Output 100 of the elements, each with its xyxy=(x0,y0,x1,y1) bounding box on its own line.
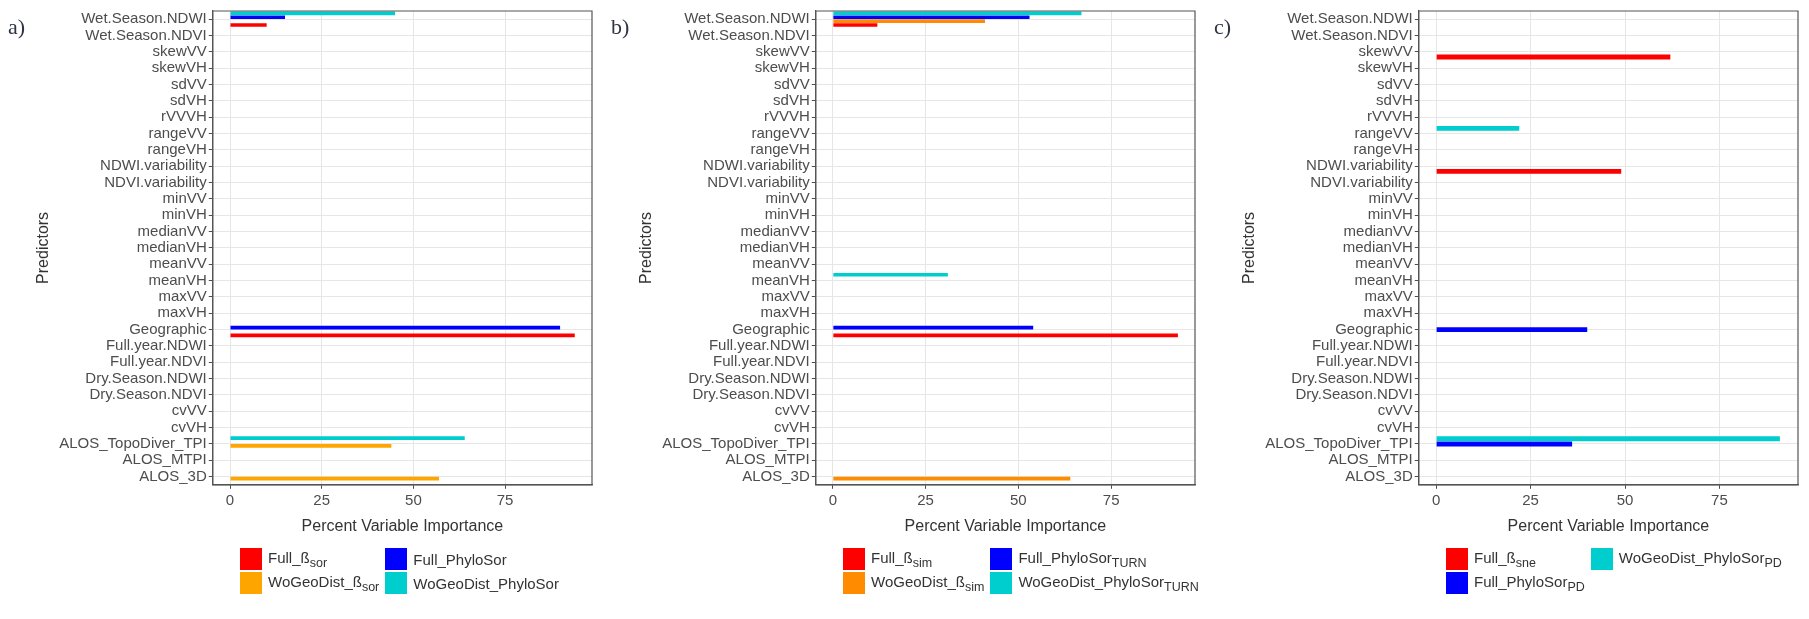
x-tick-label: 75 xyxy=(496,490,514,508)
y-tick-label: meanVV xyxy=(149,254,207,272)
bar xyxy=(833,23,878,27)
y-tick-label: cvVV xyxy=(1377,401,1413,419)
y-tick-label: ALOS_TopoDiver_TPI xyxy=(662,434,810,452)
y-tick-label: meanVV xyxy=(1355,254,1413,272)
y-tick-label: cvVH xyxy=(773,417,810,435)
y-tick-label: ALOS_MTPI xyxy=(725,450,810,468)
y-tick-label: Full.year.NDWI xyxy=(708,336,810,354)
y-tick-label: ALOS_MTPI xyxy=(1328,450,1413,468)
y-tick-label: minVH xyxy=(161,205,207,223)
y-tick-label: NDWI.variability xyxy=(100,156,208,174)
x-tick-label: 75 xyxy=(1102,490,1120,508)
bar xyxy=(1436,125,1520,131)
x-tick-label: 75 xyxy=(1711,490,1728,508)
y-tick-label: medianVV xyxy=(137,221,207,239)
y-tick-label: skewVV xyxy=(1358,41,1413,59)
y-tick-label: rangeVH xyxy=(1353,140,1413,158)
legend-label: WoGeoDist_PhyloSor$_{PD}$ xyxy=(1618,548,1782,570)
y-tick-label: Dry.Season.NDVI xyxy=(89,385,207,403)
y-tick-label: minVH xyxy=(764,205,810,223)
y-tick-label: medianVV xyxy=(740,221,810,239)
y-tick-label: medianVH xyxy=(739,238,810,256)
y-tick-label: NDWI.variability xyxy=(703,156,811,174)
y-tick-label: Wet.Season.NDWI xyxy=(1287,9,1413,27)
bar xyxy=(1436,436,1780,442)
legend-label: WoGeoDist_ß$_{sim}$ xyxy=(871,572,985,594)
y-tick-label: Wet.Season.NDWI xyxy=(81,9,207,27)
y-tick-label: cvVH xyxy=(170,417,207,435)
text: a) xyxy=(8,14,26,40)
y-tick-label: minVH xyxy=(1367,205,1413,223)
y-tick-label: skewVV xyxy=(152,41,207,59)
y-tick-label: meanVH xyxy=(751,270,810,288)
text: b) xyxy=(611,14,630,40)
y-tick-label: Full.year.NDVI xyxy=(1316,352,1413,370)
y-tick-label: NDVI.variability xyxy=(1310,172,1414,190)
y-tick-label: Dry.Season.NDVI xyxy=(692,385,810,403)
legend-label: WoGeoDist_ß$_{sor}$ xyxy=(268,572,380,594)
x-tick-label: 50 xyxy=(1010,490,1027,508)
legend-label: Full_PhyloSor$_{TURN}$ xyxy=(1018,548,1147,570)
y-tick-label: rVVVH xyxy=(763,107,810,125)
y-tick-label: Full.year.NDVI xyxy=(713,352,810,370)
bar xyxy=(230,436,465,440)
y-tick-label: medianVH xyxy=(136,238,207,256)
y-tick-label: maxVV xyxy=(1364,287,1413,305)
y-tick-label: rangeVV xyxy=(148,123,207,141)
x-tick-label: 0 xyxy=(828,490,838,508)
bar xyxy=(230,444,392,448)
bar xyxy=(833,272,948,277)
y-tick-label: maxVH xyxy=(760,303,810,321)
x-tick-label: 50 xyxy=(405,490,422,508)
x-axis-title: Percent Variable Importance xyxy=(301,516,504,534)
y-tick-label: rangeVV xyxy=(751,123,810,141)
y-tick-label: skewVH xyxy=(754,58,810,76)
legend-label: Full_ß$_{sim}$ xyxy=(871,548,933,570)
bar xyxy=(833,19,985,23)
y-tick-label: Full.year.NDWI xyxy=(105,336,207,354)
legend-label: Full_PhyloSor$_{PD}$ xyxy=(1474,572,1585,594)
y-tick-label: minVV xyxy=(765,189,810,207)
x-tick-label: 25 xyxy=(1522,490,1539,508)
y-tick-label: Full.year.NDVI xyxy=(110,352,207,370)
y-tick-label: Dry.Season.NDVI xyxy=(1295,385,1413,403)
bar xyxy=(230,23,267,27)
y-tick-label: sdVV xyxy=(1376,74,1413,92)
y-axis-title: Predictors xyxy=(34,211,52,284)
bar xyxy=(833,15,1030,20)
y-tick-label: NDVI.variability xyxy=(707,172,811,190)
y-tick-label: meanVH xyxy=(148,270,207,288)
bar xyxy=(230,15,286,20)
y-tick-label: Wet.Season.NDVI xyxy=(85,25,207,43)
y-tick-label: Wet.Season.NDVI xyxy=(688,25,810,43)
y-tick-label: Wet.Season.NDWI xyxy=(684,9,810,27)
y-tick-label: sdVV xyxy=(170,74,207,92)
x-tick-label: 50 xyxy=(1616,490,1634,508)
y-tick-label: Geographic xyxy=(1335,319,1414,337)
y-tick-label: sdVH xyxy=(1376,91,1413,108)
y-tick-label: Full.year.NDWI xyxy=(1311,336,1413,354)
y-tick-label: ALOS_3D xyxy=(139,466,207,484)
legend-label: WoGeoDist_PhyloSor xyxy=(413,574,559,592)
y-tick-label: rangeVH xyxy=(147,140,207,158)
y-tick-label: maxVH xyxy=(157,303,207,321)
y-tick-label: skewVH xyxy=(1357,58,1413,76)
y-tick-label: rVVVH xyxy=(1366,107,1413,125)
legend-label: Full_ß$_{sne}$ xyxy=(1474,548,1536,570)
y-tick-label: rangeVV xyxy=(1354,123,1413,141)
y-tick-label: ALOS_TopoDiver_TPI xyxy=(59,434,207,452)
y-axis-title: Predictors xyxy=(637,211,655,284)
x-axis-title: Percent Variable Importance xyxy=(904,516,1107,534)
y-tick-label: skewVV xyxy=(755,41,810,59)
bar xyxy=(1436,327,1588,333)
y-tick-label: maxVV xyxy=(761,287,810,305)
y-tick-label: minVV xyxy=(1368,189,1413,207)
legend-label: Full_ß$_{sor}$ xyxy=(268,548,328,570)
bar xyxy=(1436,441,1573,447)
y-tick-label: NDVI.variability xyxy=(104,172,208,190)
y-tick-label: ALOS_3D xyxy=(742,466,810,484)
y-tick-label: sdVH xyxy=(773,91,810,108)
bar xyxy=(1436,168,1622,174)
x-axis-title: Percent Variable Importance xyxy=(1507,516,1710,534)
y-tick-label: meanVV xyxy=(752,254,810,272)
